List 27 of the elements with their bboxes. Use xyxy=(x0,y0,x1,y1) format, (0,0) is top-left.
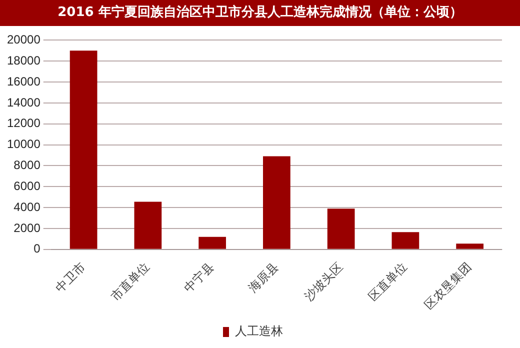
x-tick-label: 中宁县 xyxy=(181,260,217,296)
y-tick-label: 20000 xyxy=(6,32,41,47)
bar xyxy=(263,156,290,249)
y-tick-label: 16000 xyxy=(6,74,41,88)
bar xyxy=(392,232,420,249)
y-tick-label: 18000 xyxy=(6,53,41,68)
legend-label: 人工造林 xyxy=(235,324,283,338)
x-tick-label: 区农垦集团 xyxy=(422,260,474,312)
x-tick-label: 中卫市 xyxy=(52,260,88,296)
x-tick-label: 海原县 xyxy=(246,260,282,296)
bar xyxy=(134,202,162,249)
bar xyxy=(70,50,98,249)
y-tick-label: 6000 xyxy=(14,178,41,193)
x-tick-label: 区直单位 xyxy=(366,260,410,304)
chart-title: 2016 年宁夏回族自治区中卫市分县人工造林完成情况（单位：公顷） xyxy=(0,0,520,26)
y-tick-label: 10000 xyxy=(6,137,41,152)
y-tick-label: 4000 xyxy=(14,200,41,214)
x-tick-label: 市直单位 xyxy=(108,260,152,304)
y-tick-label: 2000 xyxy=(14,220,41,235)
bar xyxy=(456,244,484,249)
y-tick-label: 12000 xyxy=(6,116,41,130)
bar xyxy=(327,208,355,249)
y-tick-label: 8000 xyxy=(14,158,41,172)
x-tick-label: 沙坡头区 xyxy=(302,260,346,304)
bar xyxy=(198,236,226,249)
y-tick-label: 14000 xyxy=(6,95,41,110)
y-tick-label: 0 xyxy=(34,242,41,256)
